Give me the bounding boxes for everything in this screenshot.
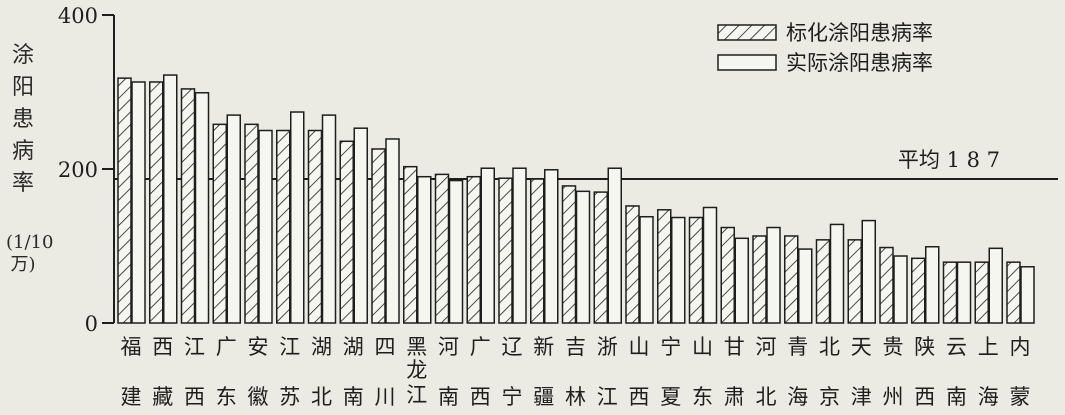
bar-standardized: [307, 129, 323, 324]
bar-actual: [702, 206, 718, 324]
bar-actual: [639, 215, 654, 324]
bar-actual: [734, 237, 749, 324]
bar-actual: [290, 111, 305, 324]
x-tick-label: 湖北: [311, 335, 332, 409]
x-tick-label: 黑龙江: [406, 335, 427, 407]
x-tick-label: 湖南: [343, 335, 364, 409]
bar-actual: [766, 226, 781, 324]
bar-actual: [988, 247, 1003, 324]
x-tick-label: 陕西: [914, 335, 935, 409]
bar-actual: [194, 92, 210, 324]
bar-actual: [575, 190, 591, 324]
x-tick-label: 甘肃: [724, 335, 745, 409]
legend-swatch-standardized: [717, 24, 777, 41]
bar-standardized: [847, 239, 862, 324]
bar-standardized: [625, 205, 640, 324]
x-tick-label: 安徽: [248, 335, 269, 409]
bar-standardized: [371, 148, 386, 324]
bar-standardized: [434, 173, 450, 324]
bar-actual: [131, 81, 146, 324]
x-tick-label: 福建: [121, 335, 142, 409]
bar-standardized: [117, 77, 132, 324]
bar-actual: [607, 167, 622, 324]
bar-standardized: [752, 235, 767, 324]
bar-standardized: [911, 257, 926, 324]
bar-standardized: [720, 226, 735, 324]
bar-actual: [893, 255, 908, 324]
bar-actual: [321, 114, 337, 324]
x-tick-label: 云南: [946, 335, 967, 409]
x-tick-label: 内蒙: [1010, 335, 1031, 409]
bar-standardized: [879, 246, 894, 324]
x-tick-label: 浙江: [597, 335, 618, 409]
x-tick-label: 新疆: [533, 335, 554, 409]
bar-standardized: [403, 165, 418, 324]
bar-actual: [512, 167, 527, 324]
legend-label-actual: 实际涂阳患病率: [786, 51, 933, 75]
bar-actual: [1020, 266, 1035, 324]
bar-standardized: [1006, 261, 1021, 324]
bar-standardized: [688, 216, 704, 324]
x-tick-label: 江苏: [279, 335, 300, 409]
bar-standardized: [657, 209, 672, 324]
x-tick-label: 西藏: [152, 335, 173, 409]
x-tick-label: 江西: [184, 335, 205, 409]
bar-actual: [226, 114, 241, 324]
bar-standardized: [212, 123, 227, 324]
bar-actual: [258, 129, 273, 324]
bar-actual: [798, 248, 813, 324]
bar-standardized: [244, 123, 259, 324]
bar-actual: [163, 74, 178, 324]
x-tick-label: 青海: [787, 335, 808, 409]
bar-actual: [448, 179, 464, 324]
bar-actual: [829, 223, 845, 324]
y-axis-label: 涂阳患病率: [11, 43, 34, 196]
legend-swatch-actual: [717, 54, 777, 71]
bar-actual: [544, 169, 559, 324]
bar-standardized: [466, 175, 481, 324]
x-tick-label: 上海: [978, 335, 999, 409]
bar-standardized: [276, 129, 291, 324]
legend-label-standardized: 标化涂阳患病率: [786, 21, 933, 45]
bar-actual: [671, 216, 686, 324]
bar-standardized: [498, 177, 513, 324]
x-tick-label: 河南: [438, 335, 459, 409]
bar-actual: [353, 127, 368, 324]
y-tick-label: 400: [58, 4, 98, 28]
bar-standardized: [815, 239, 831, 324]
y-tick-label: 200: [58, 158, 98, 182]
bar-standardized: [561, 185, 577, 324]
bar-actual: [956, 261, 972, 324]
bar-standardized: [784, 235, 799, 324]
x-tick-label: 山西: [629, 335, 650, 409]
x-tick-label: 贵州: [883, 335, 904, 409]
x-tick-label: 宁夏: [660, 335, 681, 409]
x-tick-label: 北京: [819, 335, 840, 409]
bar-standardized: [149, 81, 164, 324]
bar-actual: [925, 246, 940, 324]
bar-standardized: [974, 261, 989, 324]
x-tick-label: 广西: [470, 335, 491, 409]
bar-actual: [385, 138, 400, 324]
x-tick-label: 山东: [692, 335, 713, 409]
x-tick-label: 广东: [216, 335, 237, 409]
bar-standardized: [530, 178, 545, 324]
bar-standardized: [593, 191, 608, 324]
bar-actual: [417, 175, 432, 324]
bar-standardized: [339, 140, 354, 324]
x-tick-label: 天津: [851, 335, 872, 409]
x-tick-label: 河北: [756, 335, 777, 409]
bar-actual: [480, 167, 495, 324]
x-tick-label: 吉林: [565, 335, 586, 409]
average-line-label: 平均 1 8 7: [898, 148, 1000, 172]
bar-standardized: [180, 88, 196, 324]
bar-actual: [861, 219, 876, 324]
bar-standardized: [942, 261, 958, 324]
y-tick-label: 0: [85, 312, 98, 336]
x-tick-label: 辽宁: [502, 335, 523, 409]
x-tick-label: 四川: [375, 335, 396, 409]
